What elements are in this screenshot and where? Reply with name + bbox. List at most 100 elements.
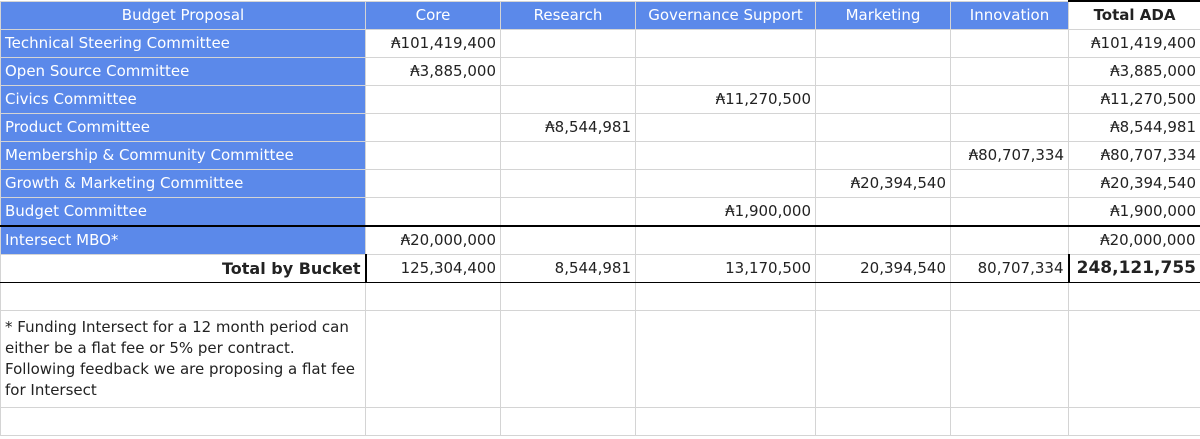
cell-core[interactable] bbox=[365, 113, 501, 142]
cell-research[interactable] bbox=[500, 225, 636, 255]
cell-marketing[interactable] bbox=[815, 197, 951, 227]
cell-governance[interactable] bbox=[635, 141, 816, 170]
cell-total[interactable]: ₳11,270,500 bbox=[1068, 85, 1200, 114]
cell-governance[interactable]: ₳11,270,500 bbox=[635, 85, 816, 114]
cell-research[interactable] bbox=[500, 197, 636, 227]
table-row: Technical Steering Committee ₳101,419,400… bbox=[0, 29, 1200, 58]
empty-cell[interactable] bbox=[365, 282, 501, 311]
cell-core[interactable] bbox=[365, 141, 501, 170]
row-name[interactable]: Growth & Marketing Committee bbox=[0, 169, 366, 198]
cell-research[interactable] bbox=[500, 141, 636, 170]
cell-innovation[interactable] bbox=[950, 197, 1069, 227]
empty-cell[interactable] bbox=[500, 407, 636, 436]
row-name[interactable]: Intersect MBO* bbox=[0, 225, 366, 255]
cell-marketing[interactable] bbox=[815, 85, 951, 114]
empty-cell[interactable] bbox=[1068, 282, 1200, 311]
cell-core[interactable] bbox=[365, 169, 501, 198]
table-row: Budget Committee ₳1,900,000 ₳1,900,000 bbox=[0, 197, 1200, 227]
totals-row: Total by Bucket 125,304,400 8,544,981 13… bbox=[0, 254, 1200, 283]
cell-core[interactable]: ₳20,000,000 bbox=[365, 225, 501, 255]
empty-cell[interactable] bbox=[500, 310, 636, 408]
grand-total[interactable]: 248,121,755 bbox=[1067, 254, 1200, 283]
cell-governance[interactable] bbox=[635, 113, 816, 142]
cell-research[interactable] bbox=[500, 169, 636, 198]
empty-cell[interactable] bbox=[815, 407, 951, 436]
row-name[interactable]: Civics Committee bbox=[0, 85, 366, 114]
empty-cell[interactable] bbox=[815, 282, 951, 311]
total-research[interactable]: 8,544,981 bbox=[500, 254, 636, 283]
cell-total[interactable]: ₳3,885,000 bbox=[1068, 57, 1200, 86]
cell-innovation[interactable]: ₳80,707,334 bbox=[950, 141, 1069, 170]
cell-innovation[interactable] bbox=[950, 85, 1069, 114]
header-core[interactable]: Core bbox=[365, 0, 501, 30]
header-governance-support[interactable]: Governance Support bbox=[635, 0, 816, 30]
header-budget-proposal[interactable]: Budget Proposal bbox=[0, 0, 366, 30]
total-marketing[interactable]: 20,394,540 bbox=[815, 254, 951, 283]
empty-cell[interactable] bbox=[815, 310, 951, 408]
cell-core[interactable] bbox=[365, 85, 501, 114]
header-total-ada[interactable]: Total ADA bbox=[1068, 0, 1200, 30]
cell-core[interactable] bbox=[365, 197, 501, 227]
empty-cell[interactable] bbox=[1068, 407, 1200, 436]
cell-marketing[interactable] bbox=[815, 29, 951, 58]
table-row: Intersect MBO* ₳20,000,000 ₳20,000,000 bbox=[0, 225, 1200, 255]
row-name[interactable]: Membership & Community Committee bbox=[0, 141, 366, 170]
cell-research[interactable] bbox=[500, 57, 636, 86]
row-name[interactable]: Product Committee bbox=[0, 113, 366, 142]
cell-core[interactable]: ₳3,885,000 bbox=[365, 57, 501, 86]
header-marketing[interactable]: Marketing bbox=[815, 0, 951, 30]
empty-cell[interactable] bbox=[635, 407, 816, 436]
footnote-row: * Funding Intersect for a 12 month perio… bbox=[0, 310, 1200, 408]
total-innovation[interactable]: 80,707,334 bbox=[950, 254, 1069, 283]
cell-research[interactable]: ₳8,544,981 bbox=[500, 113, 636, 142]
cell-innovation[interactable] bbox=[950, 29, 1069, 58]
table-row: Growth & Marketing Committee ₳20,394,540 ₳… bbox=[0, 169, 1200, 198]
empty-cell[interactable] bbox=[0, 282, 366, 311]
header-innovation[interactable]: Innovation bbox=[950, 0, 1069, 30]
empty-cell[interactable] bbox=[365, 407, 501, 436]
cell-core[interactable]: ₳101,419,400 bbox=[365, 29, 501, 58]
cell-marketing[interactable] bbox=[815, 57, 951, 86]
cell-total[interactable]: ₳8,544,981 bbox=[1068, 113, 1200, 142]
cell-marketing[interactable]: ₳20,394,540 bbox=[815, 169, 951, 198]
cell-governance[interactable] bbox=[635, 29, 816, 58]
row-name[interactable]: Technical Steering Committee bbox=[0, 29, 366, 58]
row-name[interactable]: Budget Committee bbox=[0, 197, 366, 227]
cell-marketing[interactable] bbox=[815, 141, 951, 170]
header-research[interactable]: Research bbox=[500, 0, 636, 30]
cell-innovation[interactable] bbox=[950, 57, 1069, 86]
empty-row bbox=[0, 282, 1200, 311]
cell-research[interactable] bbox=[500, 85, 636, 114]
footnote-text[interactable]: * Funding Intersect for a 12 month perio… bbox=[0, 310, 366, 408]
empty-cell[interactable] bbox=[635, 282, 816, 311]
total-by-bucket-label[interactable]: Total by Bucket bbox=[0, 254, 367, 283]
header-row: Budget Proposal Core Research Governance… bbox=[0, 0, 1200, 30]
empty-cell[interactable] bbox=[950, 282, 1069, 311]
total-core[interactable]: 125,304,400 bbox=[365, 254, 501, 283]
cell-total[interactable]: ₳80,707,334 bbox=[1068, 141, 1200, 170]
empty-cell[interactable] bbox=[0, 407, 366, 436]
cell-governance[interactable]: ₳1,900,000 bbox=[635, 197, 816, 227]
empty-cell[interactable] bbox=[1068, 310, 1200, 408]
cell-marketing[interactable] bbox=[815, 225, 951, 255]
cell-total[interactable]: ₳20,394,540 bbox=[1068, 169, 1200, 198]
row-name[interactable]: Open Source Committee bbox=[0, 57, 366, 86]
total-governance[interactable]: 13,170,500 bbox=[635, 254, 816, 283]
cell-innovation[interactable] bbox=[950, 169, 1069, 198]
empty-cell[interactable] bbox=[365, 310, 501, 408]
empty-cell[interactable] bbox=[635, 310, 816, 408]
cell-innovation[interactable] bbox=[950, 113, 1069, 142]
cell-total[interactable]: ₳101,419,400 bbox=[1068, 29, 1200, 58]
empty-cell[interactable] bbox=[950, 407, 1069, 436]
cell-research[interactable] bbox=[500, 29, 636, 58]
empty-cell[interactable] bbox=[500, 282, 636, 311]
cell-governance[interactable] bbox=[635, 57, 816, 86]
cell-governance[interactable] bbox=[635, 169, 816, 198]
cell-marketing[interactable] bbox=[815, 113, 951, 142]
empty-cell[interactable] bbox=[950, 310, 1069, 408]
cell-total[interactable]: ₳1,900,000 bbox=[1068, 197, 1200, 227]
cell-innovation[interactable] bbox=[950, 225, 1069, 255]
cell-governance[interactable] bbox=[635, 225, 816, 255]
cell-total[interactable]: ₳20,000,000 bbox=[1068, 225, 1200, 255]
